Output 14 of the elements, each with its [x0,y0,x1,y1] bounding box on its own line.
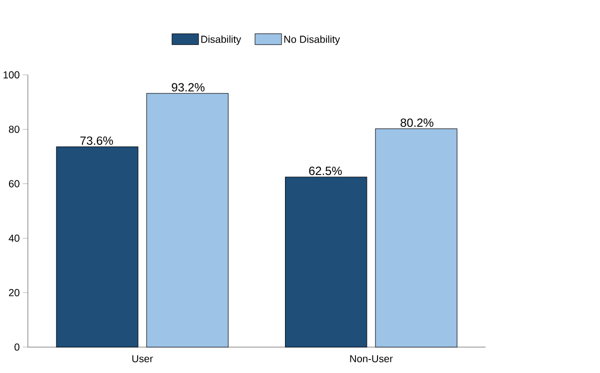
x-tick-label: Non-User [350,355,393,362]
data-label: 93.2% [172,83,204,92]
data-label: 62.5% [309,166,342,176]
y-tick-label: 80 [8,126,20,134]
x-tick-label: User [132,355,153,362]
y-tick-label: 40 [8,234,20,242]
data-label: 80.2% [400,118,434,128]
y-tick-label: 20 [8,289,20,296]
y-tick-label: 0 [14,344,20,351]
legend-label: No Disability [284,36,340,46]
legend-label: Disability [201,36,242,46]
y-tick-label: 100 [4,71,20,79]
data-label: 73.6% [80,136,113,146]
y-tick-label: 60 [9,180,20,188]
